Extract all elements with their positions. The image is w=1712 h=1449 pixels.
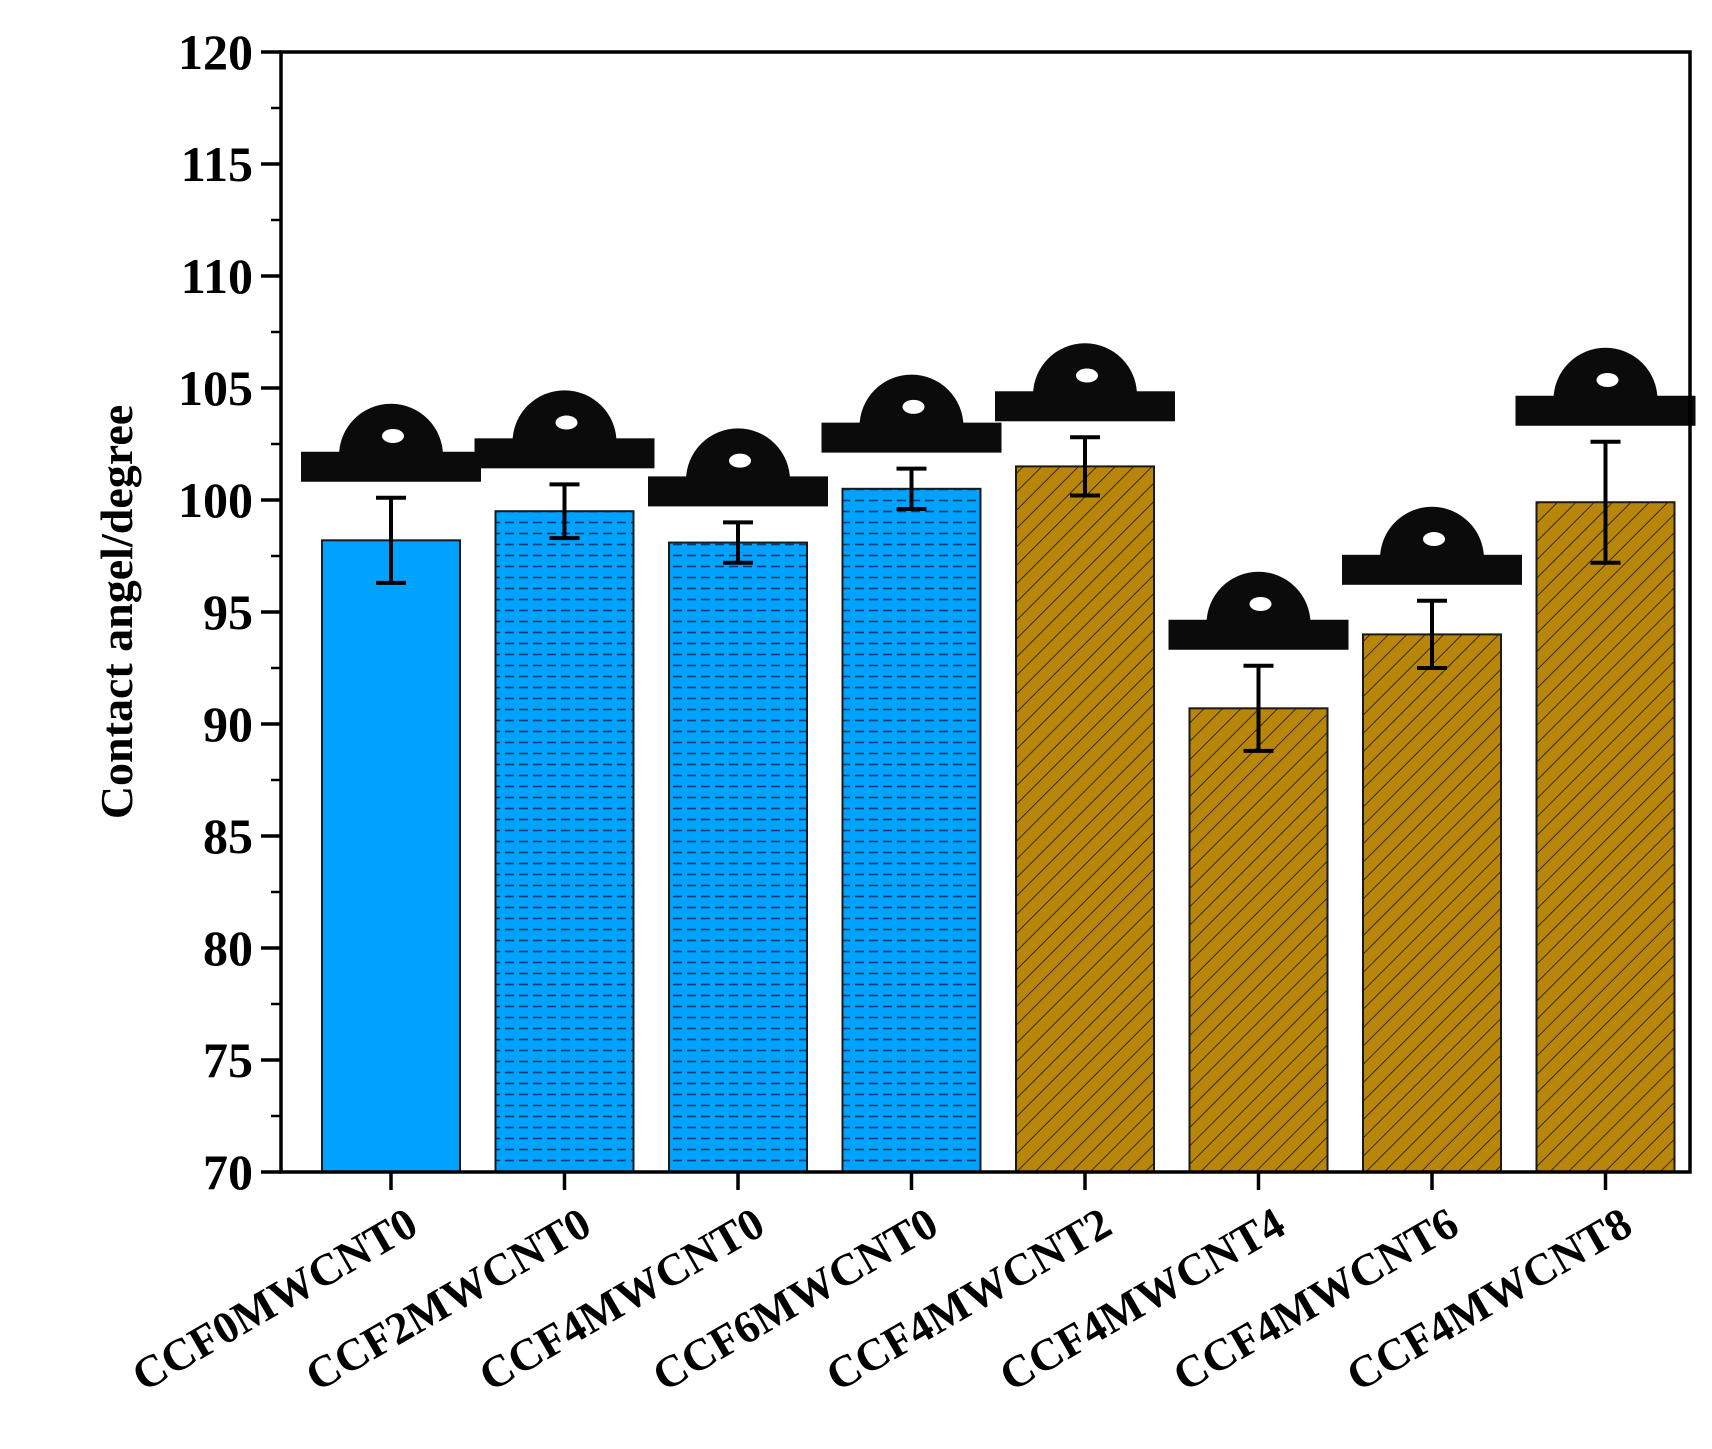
error-bar-CCF6MWCNT0 (896, 466, 927, 511)
bar-CCF4MWCNT2 (1015, 465, 1155, 1173)
y-tick-label: 105 (178, 360, 253, 416)
bar-CCF4MWCNT0 (668, 541, 808, 1173)
x-tick-label: CCF4MWCNT6 (1164, 1198, 1466, 1401)
droplet-substrate (821, 422, 1002, 453)
y-axis-label: Contact angel/degree (91, 405, 142, 819)
y-tick-label: 110 (181, 248, 253, 304)
y-tick-label: 85 (203, 808, 253, 864)
error-bar-CCF4MWCNT2 (1070, 435, 1100, 498)
axes (261, 50, 1692, 1190)
y-tick-label: 70 (203, 1144, 253, 1200)
droplet-highlight (1076, 368, 1098, 383)
x-tick-label: CCF4MWCNT8 (1338, 1198, 1640, 1401)
droplet-highlight (382, 429, 404, 443)
y-tick-label: 115 (181, 136, 253, 192)
bars (321, 465, 1676, 1173)
x-tick-label: CCF6MWCNT0 (644, 1198, 946, 1401)
bar-CCF2MWCNT0 (494, 510, 635, 1173)
error-bar-CCF0MWCNT0 (376, 495, 406, 585)
bar-CCF6MWCNT0 (841, 487, 982, 1173)
droplet-insets (301, 343, 1696, 650)
error-bars (376, 435, 1621, 753)
droplet-inset-CCF4MWCNT0 (648, 428, 828, 507)
error-bar-CCF2MWCNT0 (549, 482, 580, 541)
droplet-inset-CCF6MWCNT0 (821, 374, 1002, 453)
error-bar-CCF4MWCNT6 (1417, 598, 1447, 670)
droplet-substrate (301, 451, 481, 482)
y-tick-label: 90 (203, 696, 253, 752)
droplet-highlight (1596, 373, 1619, 387)
x-tick-label: CCF0MWCNT0 (123, 1198, 425, 1401)
y-tick-label: 75 (203, 1032, 253, 1088)
droplet-substrate (1342, 554, 1522, 585)
x-tick-label: CCF4MWCNT0 (470, 1198, 772, 1401)
bar-CCF4MWCNT4 (1188, 707, 1329, 1173)
droplet-inset-CCF4MWCNT4 (1168, 571, 1349, 650)
droplet-substrate (1168, 619, 1349, 650)
droplet-inset-CCF4MWCNT2 (995, 343, 1175, 422)
y-tick-label: 100 (178, 472, 253, 528)
droplet-highlight (555, 415, 578, 430)
droplet-inset-CCF2MWCNT0 (474, 390, 655, 469)
droplet-inset-CCF4MWCNT6 (1342, 506, 1522, 585)
droplet-substrate (1515, 395, 1696, 426)
bar-CCF4MWCNT6 (1362, 633, 1502, 1173)
droplet-substrate (995, 391, 1175, 422)
droplet-highlight (1249, 597, 1272, 611)
y-tick-label: 95 (203, 584, 253, 640)
x-tick-label: CCF4MWCNT2 (817, 1198, 1119, 1401)
error-bar-CCF4MWCNT0 (723, 520, 753, 565)
bar-CCF4MWCNT8 (1535, 501, 1676, 1173)
bar-CCF0MWCNT0 (321, 539, 461, 1173)
error-bar-CCF4MWCNT8 (1590, 439, 1621, 565)
droplet-highlight (1423, 532, 1445, 547)
droplet-highlight (902, 399, 925, 414)
droplet-inset-CCF4MWCNT8 (1515, 347, 1696, 426)
droplet-substrate (648, 476, 828, 507)
droplet-substrate (474, 438, 655, 469)
y-tick-label: 80 (203, 920, 253, 976)
y-tick-label: 120 (178, 24, 253, 80)
error-bar-CCF4MWCNT4 (1243, 663, 1274, 753)
droplet-inset-CCF0MWCNT0 (301, 403, 481, 482)
x-tick-label: CCF4MWCNT4 (991, 1198, 1293, 1401)
droplet-highlight (729, 453, 751, 468)
x-tick-label: CCF2MWCNT0 (297, 1198, 599, 1401)
